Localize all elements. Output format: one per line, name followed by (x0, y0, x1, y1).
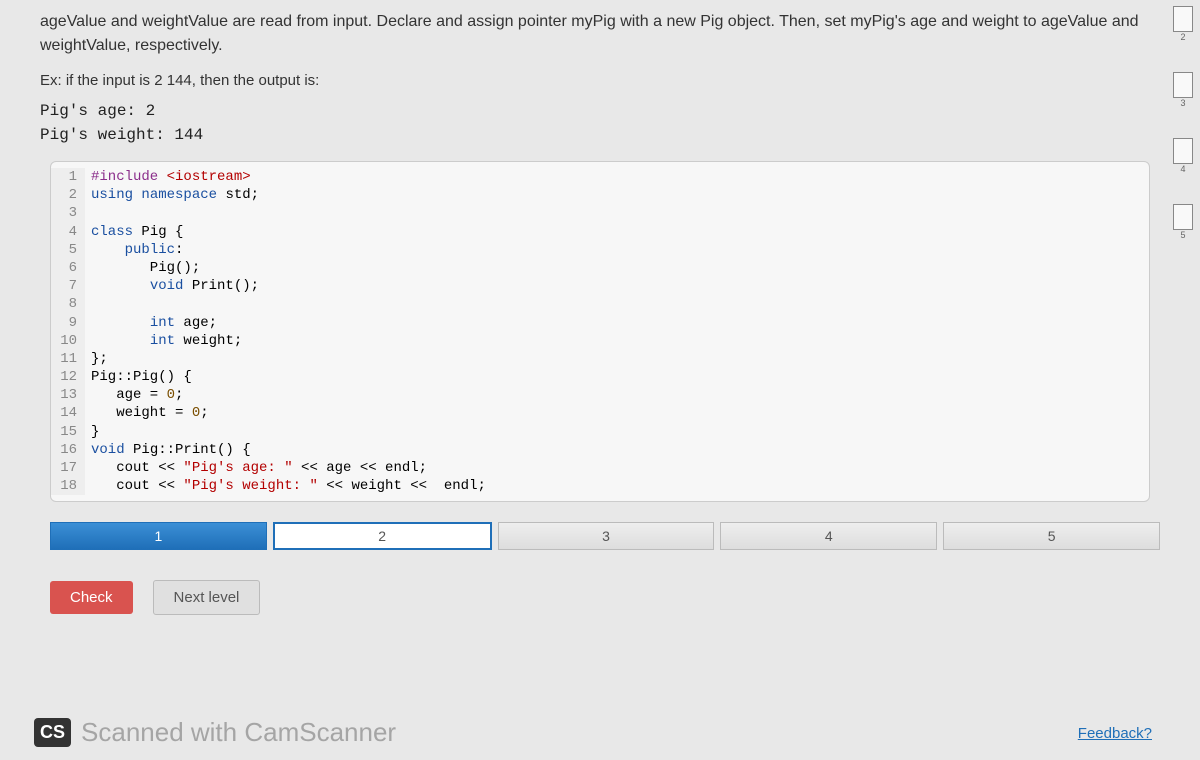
example-output: Pig's age: 2 Pig's weight: 144 (40, 99, 1160, 147)
code-text: class Pig { (85, 223, 183, 241)
code-line: 8 (51, 295, 1149, 313)
line-number: 6 (51, 259, 85, 277)
line-number: 14 (51, 404, 85, 422)
code-text: cout << "Pig's age: " << age << endl; (85, 459, 427, 477)
code-text: int age; (85, 314, 217, 332)
code-text: cout << "Pig's weight: " << weight << en… (85, 477, 486, 495)
code-line: 12Pig::Pig() { (51, 368, 1149, 386)
line-number: 10 (51, 332, 85, 350)
thumbnail-label: 5 (1173, 230, 1193, 240)
code-text: using namespace std; (85, 186, 259, 204)
code-line: 13 age = 0; (51, 386, 1149, 404)
page-tab-1[interactable]: 1 (50, 522, 267, 550)
thumbnail-icon (1173, 138, 1193, 164)
problem-description: ageValue and weightValue are read from i… (40, 10, 1160, 58)
code-line: 15} (51, 423, 1149, 441)
code-text: void Print(); (85, 277, 259, 295)
line-number: 18 (51, 477, 85, 495)
line-number: 4 (51, 223, 85, 241)
line-number: 12 (51, 368, 85, 386)
line-number: 3 (51, 204, 85, 222)
page-thumbnails: 2 3 4 5 (1168, 6, 1198, 240)
code-line: 5 public: (51, 241, 1149, 259)
code-line: 6 Pig(); (51, 259, 1149, 277)
thumbnail[interactable]: 5 (1173, 204, 1193, 240)
line-number: 15 (51, 423, 85, 441)
code-line: 3 (51, 204, 1149, 222)
watermark-text: Scanned with CamScanner (81, 717, 396, 748)
cs-badge-icon: CS (34, 718, 71, 747)
code-text: age = 0; (85, 386, 183, 404)
code-line: 14 weight = 0; (51, 404, 1149, 422)
code-text: weight = 0; (85, 404, 209, 422)
code-line: 1#include <iostream> (51, 168, 1149, 186)
thumbnail[interactable]: 2 (1173, 6, 1193, 42)
page-tab-5[interactable]: 5 (943, 522, 1160, 550)
buttons-row: Check Next level (50, 580, 1160, 615)
code-line: 16void Pig::Print() { (51, 441, 1149, 459)
line-number: 11 (51, 350, 85, 368)
code-line: 7 void Print(); (51, 277, 1149, 295)
line-number: 7 (51, 277, 85, 295)
thumbnail[interactable]: 4 (1173, 138, 1193, 174)
code-line: 17 cout << "Pig's age: " << age << endl; (51, 459, 1149, 477)
check-button[interactable]: Check (50, 581, 133, 614)
code-text (85, 204, 91, 222)
thumbnail-label: 2 (1173, 32, 1193, 42)
thumbnail-label: 3 (1173, 98, 1193, 108)
code-editor[interactable]: 1#include <iostream>2using namespace std… (50, 161, 1150, 502)
feedback-link[interactable]: Feedback? (1078, 725, 1152, 742)
thumbnail-label: 4 (1173, 164, 1193, 174)
code-line: 2using namespace std; (51, 186, 1149, 204)
code-text (85, 295, 91, 313)
thumbnail-icon (1173, 6, 1193, 32)
code-text: #include <iostream> (85, 168, 251, 186)
code-text: Pig(); (85, 259, 200, 277)
page-tab-4[interactable]: 4 (720, 522, 937, 550)
line-number: 17 (51, 459, 85, 477)
code-text: public: (85, 241, 183, 259)
code-line: 4class Pig { (51, 223, 1149, 241)
thumbnail[interactable]: 3 (1173, 72, 1193, 108)
page-tab-2[interactable]: 2 (273, 522, 492, 550)
code-line: 11}; (51, 350, 1149, 368)
camscanner-watermark: CS Scanned with CamScanner (34, 717, 396, 748)
line-number: 8 (51, 295, 85, 313)
code-text: }; (85, 350, 108, 368)
example-label: Ex: if the input is 2 144, then the outp… (40, 72, 1160, 89)
line-number: 9 (51, 314, 85, 332)
code-text: void Pig::Print() { (85, 441, 251, 459)
line-number: 2 (51, 186, 85, 204)
pagination: 12345 (50, 522, 1160, 550)
code-text: Pig::Pig() { (85, 368, 192, 386)
code-text: int weight; (85, 332, 242, 350)
page-wrapper: ageValue and weightValue are read from i… (0, 0, 1200, 760)
code-line: 18 cout << "Pig's weight: " << weight <<… (51, 477, 1149, 495)
thumbnail-icon (1173, 72, 1193, 98)
line-number: 16 (51, 441, 85, 459)
line-number: 5 (51, 241, 85, 259)
next-level-button[interactable]: Next level (153, 580, 261, 615)
code-text: } (85, 423, 99, 441)
code-line: 9 int age; (51, 314, 1149, 332)
line-number: 13 (51, 386, 85, 404)
line-number: 1 (51, 168, 85, 186)
page-tab-3[interactable]: 3 (498, 522, 715, 550)
thumbnail-icon (1173, 204, 1193, 230)
code-line: 10 int weight; (51, 332, 1149, 350)
